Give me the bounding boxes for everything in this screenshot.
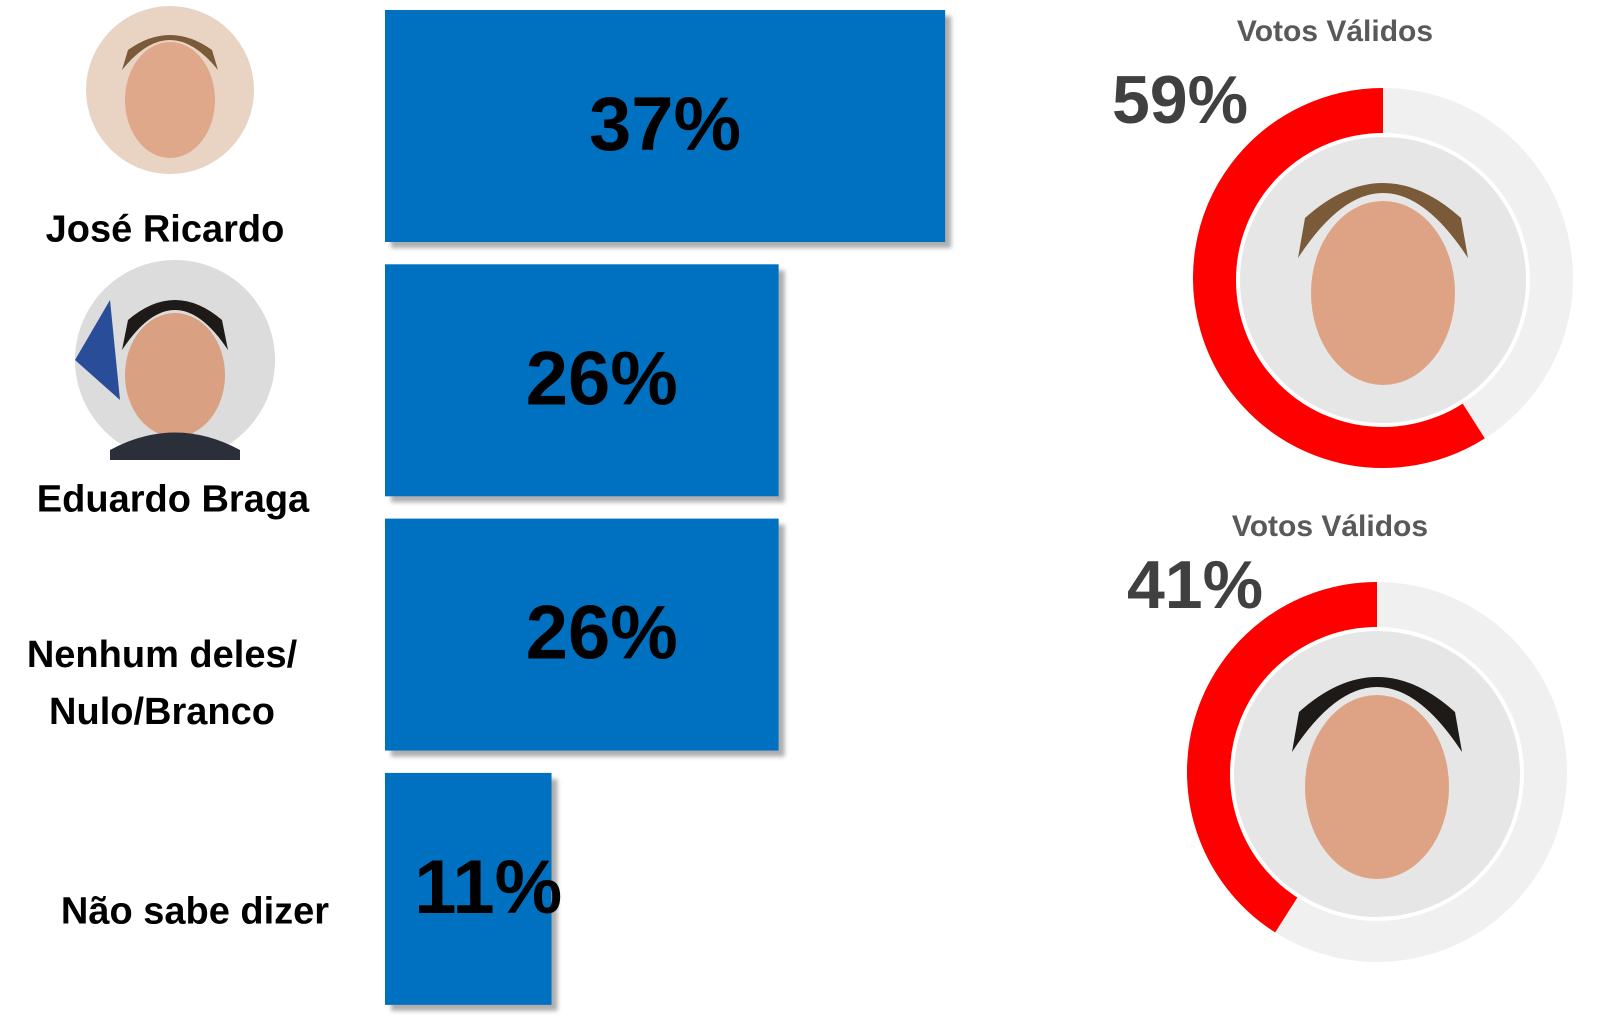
- donut-title: Votos Válidos: [1237, 15, 1433, 48]
- value-label: 37%: [589, 82, 741, 167]
- category-label: Não sabe dizer: [61, 884, 329, 941]
- face: [1311, 201, 1455, 385]
- category-label: Nenhum deles/ Nulo/Branco: [27, 627, 297, 741]
- photo-jose-ricardo: [86, 6, 254, 174]
- donut-title: Votos Válidos: [1232, 510, 1428, 543]
- value-label: 26%: [526, 591, 678, 676]
- candidate-photo: [1238, 135, 1528, 425]
- value-label: 11%: [414, 845, 562, 930]
- donut-value-label: 41%: [1127, 547, 1263, 623]
- donut-value-label: 59%: [1112, 62, 1248, 138]
- photo-eduardo-braga: [75, 260, 275, 460]
- category-label: José Ricardo: [46, 202, 285, 259]
- page: 37% 26% 26% 11% Votos Válidos 59% Votos Válido…: [0, 0, 1599, 1033]
- face: [1305, 695, 1449, 879]
- candidate-photo: [1232, 629, 1522, 919]
- category-label: Eduardo Braga: [37, 472, 309, 529]
- value-label: 26%: [526, 336, 678, 421]
